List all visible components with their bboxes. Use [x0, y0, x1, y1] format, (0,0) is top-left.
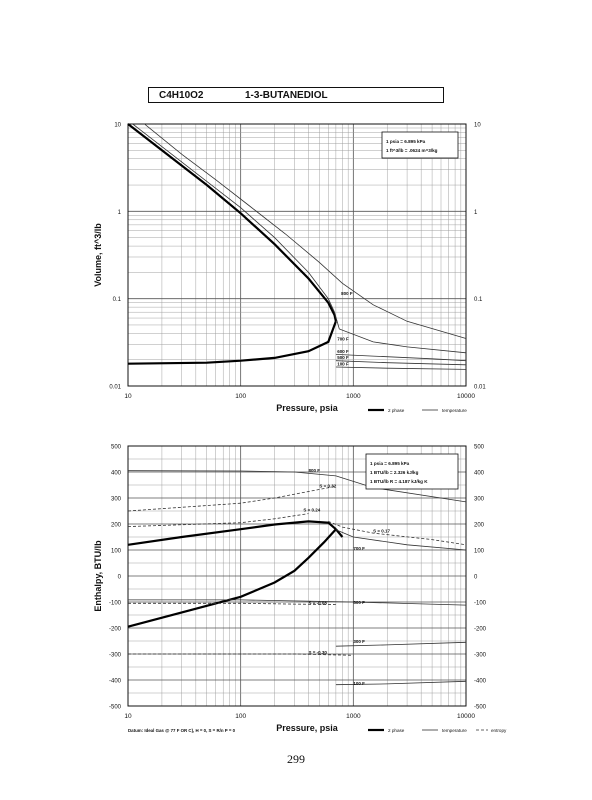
- chart1-y-tick-label-right: 0.1: [474, 297, 483, 303]
- chart1-legend-label-two-phase: 2 phase: [388, 408, 405, 413]
- chart2-y-tick-label-right: -200: [474, 627, 487, 633]
- chart2-x-tick-label: 10: [124, 713, 132, 720]
- chart1-y-tick-label-right: 0.01: [474, 385, 486, 391]
- chemical-formula: C4H10O2: [159, 89, 204, 101]
- chart1-plot-frame: [127, 123, 467, 387]
- chart2-y-tick-label-right: 300: [474, 497, 485, 503]
- chart2-y-axis-label: Enthalpy, BTU/lb: [93, 540, 103, 612]
- chart2-y-tick-label-right: -100: [474, 601, 487, 607]
- chart2-series-line-entropy: [328, 521, 467, 546]
- chart2-y-tick-label-right: 100: [474, 549, 485, 555]
- chart1-conversion-box: [381, 131, 459, 159]
- chart2-x-axis-label: Pressure, psia: [276, 723, 339, 733]
- chart1-series-line-temperature: [335, 360, 467, 366]
- chart2-y-tick-label: 0: [118, 575, 122, 581]
- chart1-curve-label: 700 F: [337, 337, 349, 342]
- chart2-series-line-entropy: [127, 485, 336, 512]
- chart2-y-tick-label: -500: [109, 705, 122, 711]
- chart2-y-tick-label-right: -400: [474, 679, 487, 685]
- chart2-series-line-entropy: [128, 602, 336, 605]
- chart2-series-line-two-phase: [127, 520, 337, 546]
- chart1-x-tick-label: 100: [235, 393, 246, 400]
- chart1-y-tick-label-right: 10: [474, 123, 481, 129]
- chart1-y-tick-label: 0.1: [113, 297, 122, 303]
- chart2-x-tick-label: 1000: [346, 713, 361, 720]
- chart2-y-tick-label: 200: [111, 523, 122, 529]
- chart2-curve-label: 700 F: [353, 546, 365, 551]
- chart2-curve-label: 100 F: [353, 681, 365, 686]
- chart1-x-tick-label: 1000: [346, 393, 361, 400]
- chart2-curve-label: S = -0.08: [308, 601, 327, 606]
- chart1-curve-label: 100 F: [337, 361, 349, 366]
- chart1-x-axis-label: Pressure, psia: [276, 403, 339, 413]
- chart1-series-line-temperature: [335, 366, 467, 370]
- chart2-series-line-two-phase: [127, 528, 337, 628]
- chart2-y-tick-label-right: -300: [474, 653, 487, 659]
- chart1-y-tick-label: 10: [114, 123, 121, 129]
- chart2-curve-label: S = 0.24: [303, 508, 320, 513]
- chart2-curve-label: 300 F: [353, 639, 365, 644]
- chart2-datum-footnote: Datum: Ideal Gas @ 77 F OR C), H = 0, S …: [128, 728, 236, 733]
- chart2-y-tick-label-right: 200: [474, 523, 485, 529]
- chart2-y-tick-label-right: 500: [474, 445, 485, 451]
- chart1-legend-label-temperature: temperature: [442, 408, 467, 413]
- chart2-legend-label-temperature: temperature: [442, 728, 467, 733]
- chart1-conversion-note: 1 ft^3/lb = .0624 m^3/kg: [386, 148, 438, 153]
- chart1-conversion-note: 1 psia = 6.895 kPa: [386, 139, 426, 144]
- chart2-y-tick-label-right: 0: [474, 575, 478, 581]
- chart2-y-tick-label: 400: [111, 471, 122, 477]
- chart2-series-line-temperature: [127, 470, 467, 503]
- chart1-curve-label: 600 F: [337, 349, 349, 354]
- chart2-series-line-temperature: [335, 680, 467, 686]
- chart2-y-tick-label-right: 400: [474, 471, 485, 477]
- chart2-y-tick-label: 100: [111, 549, 122, 555]
- chart1-y-tick-label: 0.01: [109, 385, 121, 391]
- chart2-conversion-note: 1 BTU/lb R = 4.187 kJ/kg K: [370, 479, 428, 484]
- chart2-curve-label: 800 F: [308, 468, 320, 473]
- chart2-series-line-temperature: [335, 529, 467, 551]
- chart1-series-line-temperature: [132, 123, 467, 354]
- chart1-y-axis-label: Volume, ft^3/lb: [93, 223, 103, 287]
- chart2-curve-label: S = 0.32: [319, 484, 336, 489]
- chart2-x-tick-label: 100: [235, 713, 246, 720]
- chart2-y-tick-label: -400: [109, 679, 122, 685]
- chart2-y-tick-label: -300: [109, 653, 122, 659]
- chart1-series-line-temperature: [335, 354, 467, 362]
- chart2-conversion-box: [365, 453, 459, 490]
- chart-title-box: C4H10O2 1-3-BUTANEDIOL: [148, 87, 444, 103]
- chart1-curve-label: 500 F: [337, 355, 349, 360]
- chart2-y-tick-label: 500: [111, 445, 122, 451]
- chart2-y-tick-label: -100: [109, 601, 122, 607]
- chart2-x-tick-label: 10000: [457, 713, 475, 720]
- chart1-curve-label: 800 F: [341, 291, 353, 296]
- chart1-y-tick-label-right: 1: [474, 210, 478, 216]
- chart2-series-line-temperature: [128, 599, 467, 606]
- chart1-series-line-two-phase: [127, 320, 337, 365]
- chart2-curve-label: S = 0.17: [373, 528, 390, 533]
- chart2-series-line-entropy: [128, 653, 354, 656]
- chart1-series-line-temperature: [144, 123, 467, 339]
- chart2-series-line-temperature: [335, 641, 467, 647]
- chart2-series-line-entropy: [127, 513, 309, 527]
- chart1-y-tick-label: 1: [118, 210, 122, 216]
- chart2-conversion-note: 1 BTU/lb = 2.326 kJ/kg: [370, 470, 419, 475]
- chart2-y-tick-label: 300: [111, 497, 122, 503]
- chart1-series-line-two-phase: [127, 123, 337, 322]
- chart1-x-tick-label: 10000: [457, 393, 475, 400]
- chart2-y-tick-label-right: -500: [474, 705, 487, 711]
- chart1-x-tick-label: 10: [124, 393, 132, 400]
- chart2-plot-frame: [127, 445, 467, 707]
- chart2-conversion-note: 1 psia = 6.895 kPa: [370, 461, 410, 466]
- chart2-y-tick-label: -200: [109, 627, 122, 633]
- chemical-name: 1-3-BUTANEDIOL: [245, 89, 328, 101]
- chart2-curve-label: 500 F: [353, 600, 365, 605]
- chart2-legend-label-two-phase: 2 phase: [388, 728, 405, 733]
- chart2-legend-label-entropy: entropy: [491, 728, 507, 733]
- chart2-curve-label: S = -0.30: [308, 650, 327, 655]
- page-number: 299: [287, 752, 305, 766]
